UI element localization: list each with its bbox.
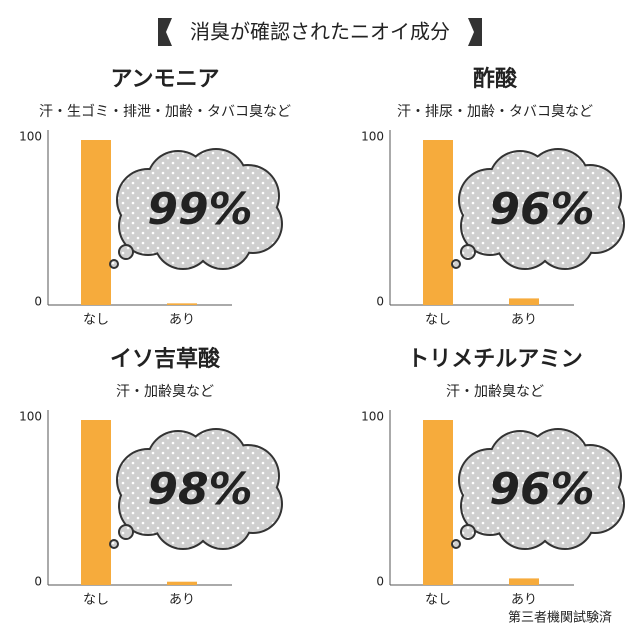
y-tick-label: 0 bbox=[34, 575, 42, 589]
footnote: 第三者機関試験済 bbox=[508, 610, 612, 626]
cloud-tail bbox=[451, 539, 461, 549]
chart-title: イソ吉草酸 bbox=[110, 346, 221, 372]
chart-title: アンモニア bbox=[110, 67, 219, 92]
y-tick-label: 0 bbox=[34, 295, 42, 309]
cloud-tail bbox=[451, 259, 461, 269]
y-tick-label: 100 bbox=[19, 410, 42, 424]
x-tick-label: なし bbox=[425, 593, 451, 608]
x-tick-label: あり bbox=[169, 593, 195, 608]
y-tick-label: 100 bbox=[19, 130, 42, 144]
bar bbox=[423, 140, 453, 305]
bar bbox=[423, 420, 453, 585]
x-tick-label: あり bbox=[511, 593, 537, 608]
cloud-tail bbox=[118, 244, 134, 260]
cloud bbox=[495, 165, 585, 255]
chart-title: 酢酸 bbox=[473, 67, 518, 92]
bar bbox=[167, 581, 197, 585]
x-tick-label: なし bbox=[83, 313, 109, 328]
chart-panel: 酢酸汗・排尿・加齢・タバコ臭など 0 100 なし あり 96% bbox=[361, 67, 625, 328]
chart-subtitle: 汗・排尿・加齢・タバコ臭など bbox=[397, 104, 593, 120]
annotation: 96% bbox=[489, 464, 594, 515]
cloud bbox=[153, 445, 243, 535]
annotation: 98% bbox=[147, 464, 252, 515]
cloud-tail bbox=[460, 524, 476, 540]
y-tick-label: 100 bbox=[361, 410, 384, 424]
page-title: 消臭が確認されたニオイ成分 bbox=[190, 20, 450, 44]
cloud bbox=[495, 445, 585, 535]
bar bbox=[509, 578, 539, 585]
x-tick-label: あり bbox=[511, 313, 537, 328]
cloud-tail bbox=[109, 539, 119, 549]
cloud bbox=[153, 165, 243, 255]
y-tick-label: 0 bbox=[376, 295, 384, 309]
bar bbox=[81, 140, 111, 305]
chart-subtitle: 汗・加齢臭など bbox=[116, 384, 214, 400]
x-tick-label: あり bbox=[169, 313, 195, 328]
x-tick-label: なし bbox=[425, 313, 451, 328]
chart-title: トリメチルアミン bbox=[407, 347, 583, 372]
bar bbox=[167, 303, 197, 305]
cloud-tail bbox=[460, 244, 476, 260]
annotation: 96% bbox=[489, 184, 594, 235]
cloud-tail bbox=[118, 524, 134, 540]
cloud-tail bbox=[109, 259, 119, 269]
bar bbox=[509, 298, 539, 305]
bracket-right bbox=[468, 18, 482, 46]
annotation: 99% bbox=[147, 184, 252, 235]
bar bbox=[81, 420, 111, 585]
y-tick-label: 100 bbox=[361, 130, 384, 144]
x-tick-label: なし bbox=[83, 593, 109, 608]
chart-subtitle: 汗・生ゴミ・排泄・加齢・タバコ臭など bbox=[39, 103, 291, 120]
chart-subtitle: 汗・加齢臭など bbox=[446, 384, 544, 400]
bracket-left bbox=[158, 18, 172, 46]
y-tick-label: 0 bbox=[376, 575, 384, 589]
